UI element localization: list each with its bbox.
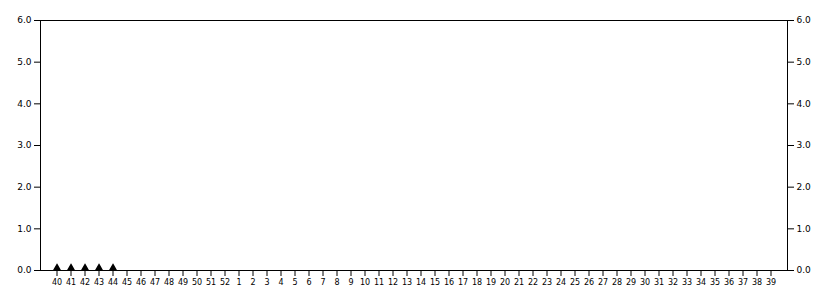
svg-text:0.0: 0.0 bbox=[797, 265, 812, 275]
svg-text:25: 25 bbox=[570, 278, 580, 287]
svg-text:10: 10 bbox=[360, 278, 370, 287]
svg-text:21: 21 bbox=[514, 278, 524, 287]
svg-text:32: 32 bbox=[668, 278, 678, 287]
svg-text:6.0: 6.0 bbox=[17, 15, 32, 25]
svg-text:19: 19 bbox=[486, 278, 496, 287]
svg-text:0.0: 0.0 bbox=[17, 265, 32, 275]
svg-text:6: 6 bbox=[306, 278, 311, 287]
svg-text:4.0: 4.0 bbox=[797, 99, 812, 109]
svg-text:45: 45 bbox=[122, 278, 132, 287]
svg-text:35: 35 bbox=[710, 278, 720, 287]
svg-text:12: 12 bbox=[388, 278, 398, 287]
svg-text:8: 8 bbox=[334, 278, 339, 287]
svg-text:5.0: 5.0 bbox=[17, 57, 32, 67]
svg-text:11: 11 bbox=[374, 278, 384, 287]
svg-text:29: 29 bbox=[626, 278, 636, 287]
svg-text:2: 2 bbox=[250, 278, 255, 287]
svg-text:34: 34 bbox=[696, 278, 706, 287]
svg-text:27: 27 bbox=[598, 278, 608, 287]
svg-text:36: 36 bbox=[724, 278, 734, 287]
svg-text:49: 49 bbox=[178, 278, 188, 287]
svg-text:1: 1 bbox=[236, 278, 241, 287]
svg-text:16: 16 bbox=[444, 278, 454, 287]
svg-text:5.0: 5.0 bbox=[797, 57, 812, 67]
svg-text:39: 39 bbox=[766, 278, 776, 287]
svg-text:52: 52 bbox=[220, 278, 230, 287]
svg-text:2.0: 2.0 bbox=[17, 182, 32, 192]
svg-text:30: 30 bbox=[640, 278, 650, 287]
svg-text:18: 18 bbox=[472, 278, 482, 287]
svg-text:5: 5 bbox=[292, 278, 297, 287]
svg-text:17: 17 bbox=[458, 278, 468, 287]
svg-text:50: 50 bbox=[192, 278, 202, 287]
svg-text:3: 3 bbox=[264, 278, 269, 287]
svg-text:46: 46 bbox=[136, 278, 146, 287]
svg-text:37: 37 bbox=[738, 278, 748, 287]
svg-text:22: 22 bbox=[528, 278, 538, 287]
svg-text:14: 14 bbox=[416, 278, 426, 287]
svg-text:15: 15 bbox=[430, 278, 440, 287]
svg-text:20: 20 bbox=[500, 278, 510, 287]
svg-text:13: 13 bbox=[402, 278, 412, 287]
svg-text:1.0: 1.0 bbox=[797, 224, 812, 234]
svg-text:6.0: 6.0 bbox=[797, 15, 812, 25]
svg-text:38: 38 bbox=[752, 278, 762, 287]
svg-text:28: 28 bbox=[612, 278, 622, 287]
svg-text:3.0: 3.0 bbox=[797, 140, 812, 150]
svg-text:7: 7 bbox=[320, 278, 325, 287]
svg-text:1.0: 1.0 bbox=[17, 224, 32, 234]
svg-text:44: 44 bbox=[108, 278, 118, 287]
svg-text:47: 47 bbox=[150, 278, 160, 287]
svg-text:48: 48 bbox=[164, 278, 174, 287]
svg-text:2.0: 2.0 bbox=[797, 182, 812, 192]
svg-text:23: 23 bbox=[542, 278, 552, 287]
svg-text:31: 31 bbox=[654, 278, 664, 287]
svg-text:26: 26 bbox=[584, 278, 594, 287]
svg-text:33: 33 bbox=[682, 278, 692, 287]
svg-text:9: 9 bbox=[348, 278, 353, 287]
svg-text:51: 51 bbox=[206, 278, 216, 287]
svg-text:42: 42 bbox=[80, 278, 90, 287]
svg-text:4.0: 4.0 bbox=[17, 99, 32, 109]
svg-text:40: 40 bbox=[52, 278, 62, 287]
svg-text:41: 41 bbox=[66, 278, 76, 287]
svg-text:4: 4 bbox=[278, 278, 283, 287]
svg-text:3.0: 3.0 bbox=[17, 140, 32, 150]
svg-text:43: 43 bbox=[94, 278, 104, 287]
svg-text:24: 24 bbox=[556, 278, 566, 287]
